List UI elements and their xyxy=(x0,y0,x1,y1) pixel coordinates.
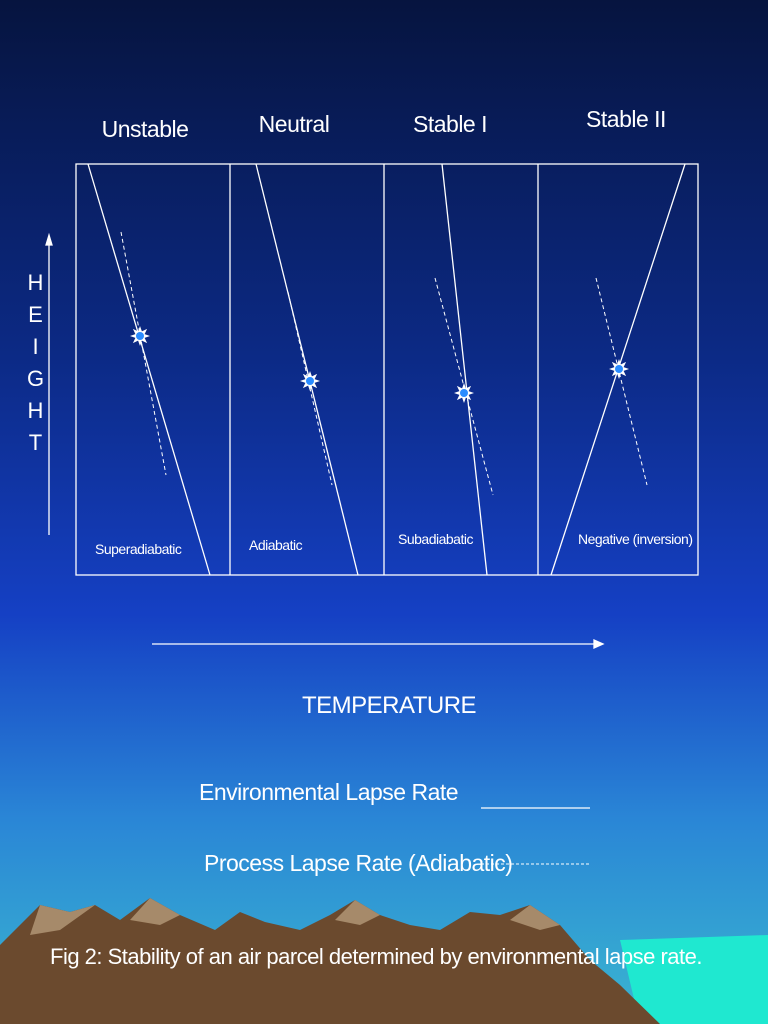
mountain-light xyxy=(510,905,560,930)
panel-title: Unstable xyxy=(101,116,189,142)
panel-label: Adiabatic xyxy=(249,537,303,553)
panel-title: Neutral xyxy=(258,111,330,137)
mountains xyxy=(0,898,660,1024)
parcel-core xyxy=(615,365,623,373)
parcel-core xyxy=(306,377,314,385)
panel-label: Subadiabatic xyxy=(398,531,473,547)
parcel-core xyxy=(136,332,144,340)
panel-title: Stable II xyxy=(586,106,666,132)
mountain-light xyxy=(130,898,180,925)
environmental-lines xyxy=(87,163,686,576)
mountain-light xyxy=(30,905,95,935)
mountain-light xyxy=(335,900,380,925)
y-axis-label: HEIGHT xyxy=(23,270,48,462)
parcels xyxy=(130,326,629,403)
sea xyxy=(620,935,768,1024)
legend-entry: Process Lapse Rate (Adiabatic) xyxy=(204,850,513,876)
panel-label: Negative (inversion) xyxy=(578,531,693,547)
caption: Fig 2: Stability of an air parcel determ… xyxy=(50,944,702,969)
x-axis-label: TEMPERATURE xyxy=(302,692,477,719)
frame xyxy=(75,163,699,576)
panel-label: Superadiabatic xyxy=(95,541,182,557)
parcel-core xyxy=(460,389,468,397)
panel-title: Stable I xyxy=(413,111,488,137)
legend-entry: Environmental Lapse Rate xyxy=(199,779,459,805)
axes xyxy=(45,232,605,650)
